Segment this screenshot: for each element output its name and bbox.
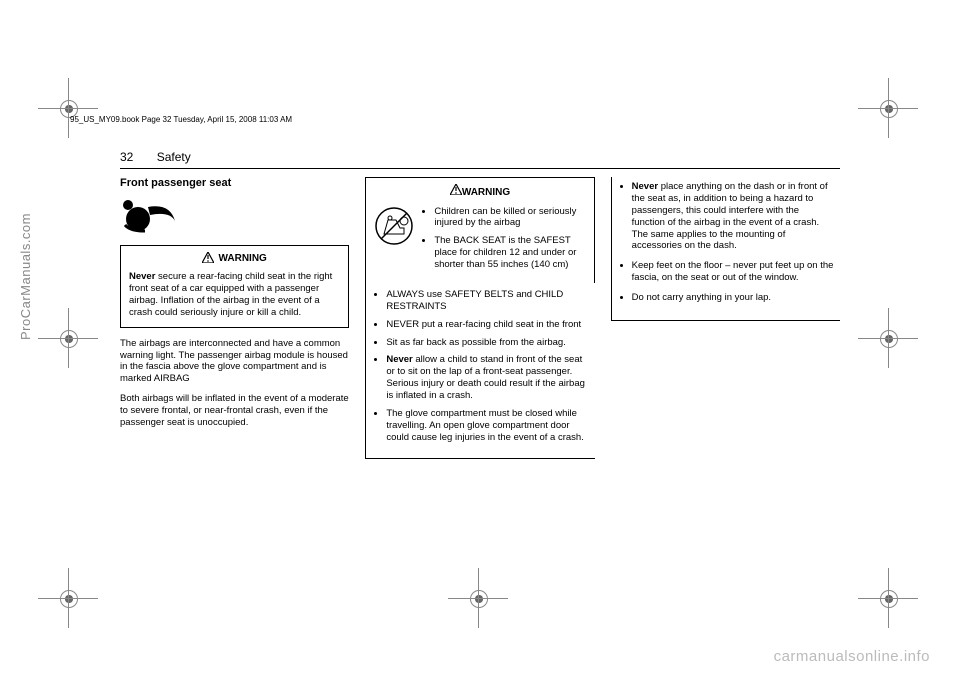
col3-bullet-2: Keep feet on the floor – never put feet … <box>632 260 834 284</box>
crop-mark <box>470 590 490 610</box>
warn2-bullet-2: NEVER put a rear-facing child seat in th… <box>386 319 588 331</box>
page-content: 32 Safety Front passenger seat WARNING <box>120 150 840 459</box>
no-childseat-icon <box>374 206 414 246</box>
warning-box-1: WARNING Never secure a rear-facing child… <box>120 245 349 328</box>
warn2-b4-rest: allow a child to stand in front of the s… <box>386 354 585 401</box>
warning-triangle-icon <box>450 184 462 195</box>
warn2-b4-prefix: Never <box>386 354 412 365</box>
body-paragraph-2: Both airbags will be inflated in the eve… <box>120 393 349 429</box>
warn2-bullet-1: ALWAYS use SAFETY BELTS and CHILD RESTRA… <box>386 289 588 313</box>
warning-label: WARNING <box>462 187 510 198</box>
column-2: WARNING Children can be killed or seriou… <box>365 177 594 459</box>
warning-box-3: Never place anything on the dash or in f… <box>611 177 840 321</box>
warn2-inner-bullet-1: Children can be killed or seriously inju… <box>434 206 585 230</box>
watermark-side: ProCarManuals.com <box>18 213 33 340</box>
warn2-inner-bullet-2: The BACK SEAT is the SAFEST place for ch… <box>434 235 585 271</box>
warning-box-2: WARNING Children can be killed or seriou… <box>365 177 594 459</box>
crop-mark <box>880 590 900 610</box>
warning-heading: WARNING <box>129 252 340 266</box>
body-paragraph-1: The airbags are interconnected and have … <box>120 338 349 386</box>
body-text: The airbags are interconnected and have … <box>120 338 349 429</box>
warning-label: WARNING <box>218 253 266 264</box>
book-header-line: 95_US_MY09.book Page 32 Tuesday, April 1… <box>70 115 292 124</box>
col3-bullet-3: Do not carry anything in your lap. <box>632 292 834 304</box>
watermark-footer: carmanualsonline.info <box>774 648 930 665</box>
crop-mark <box>880 330 900 350</box>
airbag-icon <box>120 195 180 233</box>
crop-mark <box>60 590 80 610</box>
page-number: 32 <box>120 150 133 164</box>
section-title: Front passenger seat <box>120 177 349 191</box>
warning-triangle-icon <box>202 252 214 263</box>
crop-mark <box>880 100 900 120</box>
col3-b1-prefix: Never <box>632 181 658 192</box>
warn1-rest: secure a rear-facing child seat in the r… <box>129 271 332 318</box>
warn2-bullet-4: Never allow a child to stand in front of… <box>386 354 588 402</box>
page-section: Safety <box>157 150 191 164</box>
crop-mark <box>60 330 80 350</box>
col3-bullet-1: Never place anything on the dash or in f… <box>632 181 834 252</box>
page-header: 32 Safety <box>120 150 840 169</box>
warn1-prefix: Never <box>129 271 155 282</box>
warning-heading-2: WARNING <box>374 184 585 200</box>
col3-b1-rest: place anything on the dash or in front o… <box>632 181 828 251</box>
warning-1-text: Never secure a rear-facing child seat in… <box>129 271 340 319</box>
column-1: Front passenger seat WARNING Never secur… <box>120 177 349 459</box>
warn2-bullet-5: The glove compartment must be closed whi… <box>386 408 588 444</box>
column-3: Never place anything on the dash or in f… <box>611 177 840 459</box>
warn2-bullet-3: Sit as far back as possible from the air… <box>386 337 588 349</box>
